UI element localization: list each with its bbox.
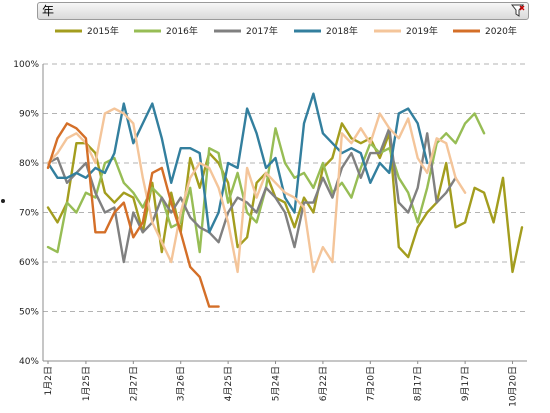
year-filter-bar[interactable]: 年 xyxy=(37,2,529,20)
x-tick-label: 1月25日 xyxy=(81,366,92,401)
x-tick-label: 10月20日 xyxy=(508,366,519,407)
x-tick-label: 7月20日 xyxy=(365,366,376,401)
x-tick-label: 5月24日 xyxy=(271,366,282,401)
clear-filter-icon[interactable] xyxy=(511,4,525,18)
series-line-2018年 xyxy=(46,92,429,234)
y-tick-label: 100% xyxy=(13,60,39,70)
legend-label: 2016年 xyxy=(166,25,198,37)
series-line-2019年 xyxy=(46,107,467,274)
legend-label: 2017年 xyxy=(246,25,278,37)
x-tick-label: 9月17日 xyxy=(460,366,471,401)
x-tick-label: 1月2日 xyxy=(43,366,54,395)
legend-label: 2015年 xyxy=(87,25,119,37)
legend-label: 2020年 xyxy=(485,25,517,37)
x-tick-label: 8月17日 xyxy=(413,366,424,401)
plot-area xyxy=(46,92,524,308)
x-axis: 1月2日 1月25日 2月27日 3月26日 4月25日 5月24日 6月22日 7月20日 8… xyxy=(43,361,519,407)
legend-label: 2018年 xyxy=(326,25,358,37)
y-axis: 40% 50% 60% 70% 80% 90% 100% xyxy=(13,60,527,367)
y-tick-label: 90% xyxy=(19,110,39,120)
x-tick-label: 3月26日 xyxy=(176,366,187,401)
bullet-dot xyxy=(1,199,5,203)
x-tick-label: 4月25日 xyxy=(223,366,234,401)
legend-label: 2019年 xyxy=(406,25,438,37)
y-tick-label: 50% xyxy=(19,308,39,318)
y-tick-label: 40% xyxy=(19,357,39,367)
y-tick-label: 80% xyxy=(19,159,39,169)
y-tick-label: 70% xyxy=(19,209,39,219)
year-filter-label: 年 xyxy=(42,4,55,18)
y-tick-label: 60% xyxy=(19,258,39,268)
series-line-2017年 xyxy=(46,127,457,264)
x-tick-label: 2月27日 xyxy=(128,366,139,401)
series-line-2015年 xyxy=(46,122,524,274)
chart-legend: 2015年 2016年 2017年 2018年 2019年 2020年 xyxy=(55,25,517,37)
x-tick-label: 6月22日 xyxy=(318,366,329,401)
series-line-2020年 xyxy=(46,122,220,308)
